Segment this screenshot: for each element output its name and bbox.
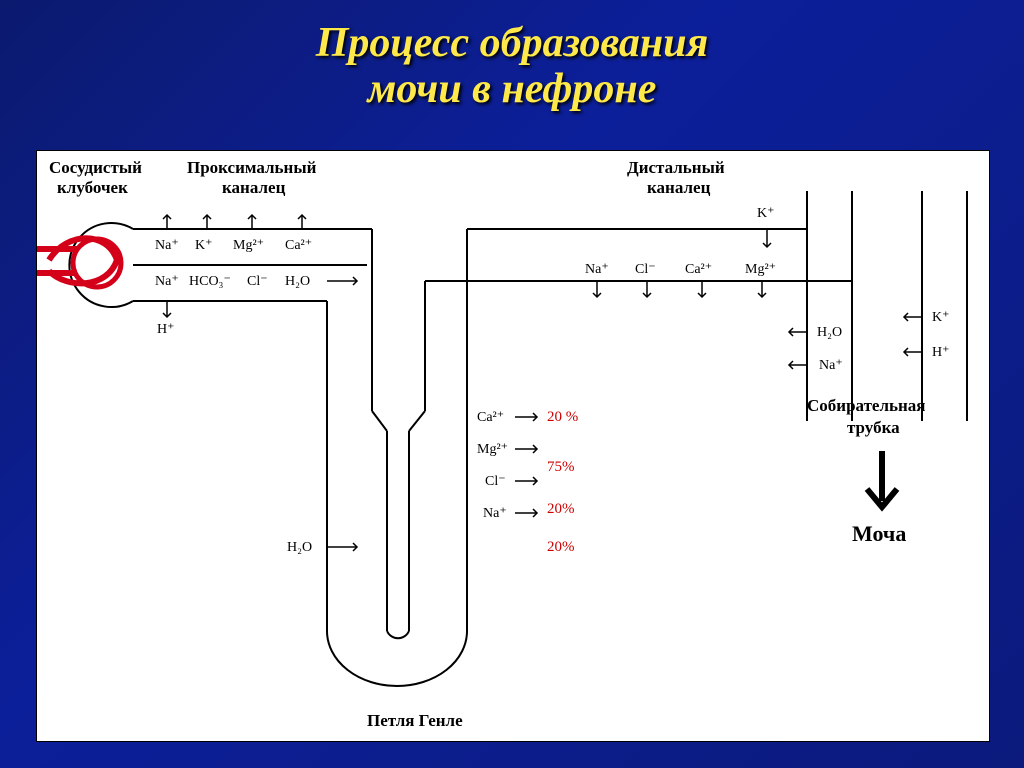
ion-distal-na: Na⁺: [585, 262, 609, 277]
label-proximal-1: Проксимальный: [187, 158, 317, 177]
ion-prox-k: K⁺: [195, 238, 213, 253]
slide-root: Процесс образования мочи в нефроне Сосуд…: [0, 0, 1024, 768]
svg-text:20%: 20%: [547, 501, 575, 517]
ion-distal-k: K⁺: [757, 206, 775, 221]
ion-collect-na: Na⁺: [819, 358, 843, 373]
svg-text:Ca²⁺: Ca²⁺: [477, 410, 504, 425]
label-collecting-2: трубка: [847, 418, 900, 437]
svg-text:20 %: 20 %: [547, 409, 578, 425]
ion-collect2-h: H⁺: [932, 345, 950, 360]
ion-collect2-k: K⁺: [932, 310, 950, 325]
ion-prox-na2: Na⁺: [155, 274, 179, 289]
ion-distal-cl: Cl⁻: [635, 262, 656, 277]
label-glomerulus-1: Сосудистый: [49, 158, 142, 177]
label-glomerulus-2: клубочек: [57, 178, 128, 197]
distal-k-arrow: [763, 229, 771, 247]
ion-distal-ca: Ca²⁺: [685, 262, 712, 277]
ion-loop-h2o: H₂O: [287, 540, 312, 555]
urine-arrow: [867, 451, 897, 507]
prox-flow-arrow: [327, 277, 357, 285]
title-line-1: Процесс образования: [0, 20, 1024, 66]
loop-asc-ions: Ca²⁺ 20 % Mg²⁺ Cl⁻ 75% Na⁺ 20% 20%: [477, 409, 578, 555]
title-line-2: мочи в нефроне: [0, 66, 1024, 112]
diagram-panel: Сосудистый клубочек Проксимальный канале…: [36, 150, 990, 742]
prox-top-arrows: [163, 215, 306, 229]
label-distal-1: Дистальный: [627, 158, 725, 177]
ion-prox-hco3: HCO₃⁻: [189, 274, 231, 289]
svg-text:75%: 75%: [547, 459, 575, 475]
label-urine: Моча: [852, 521, 906, 546]
ion-prox-h: H⁺: [157, 322, 175, 337]
svg-text:Cl⁻: Cl⁻: [485, 474, 506, 489]
ion-collect-h2o: H₂O: [817, 325, 842, 340]
ion-prox-cl: Cl⁻: [247, 274, 268, 289]
slide-title: Процесс образования мочи в нефроне: [0, 0, 1024, 112]
ion-prox-mg: Mg²⁺: [233, 238, 264, 253]
ion-distal-mg: Mg²⁺: [745, 262, 776, 277]
label-distal-2: каналец: [647, 178, 711, 197]
loop-h2o-arrow: [327, 543, 357, 551]
svg-text:20%: 20%: [547, 539, 575, 555]
glomerulus-shape: [37, 223, 133, 307]
distal-bottom-arrows: [593, 281, 766, 297]
svg-text:Mg²⁺: Mg²⁺: [477, 442, 508, 457]
prox-h-arrow: [163, 301, 171, 317]
ion-prox-ca: Ca²⁺: [285, 238, 312, 253]
ion-prox-na: Na⁺: [155, 238, 179, 253]
svg-text:Na⁺: Na⁺: [483, 506, 507, 521]
label-proximal-2: каналец: [222, 178, 286, 197]
ion-prox-h2o: H₂O: [285, 274, 310, 289]
label-collecting-1: Собирательная: [807, 396, 926, 415]
label-loop: Петля Генле: [367, 711, 463, 730]
nephron-diagram: Сосудистый клубочек Проксимальный канале…: [37, 151, 989, 741]
